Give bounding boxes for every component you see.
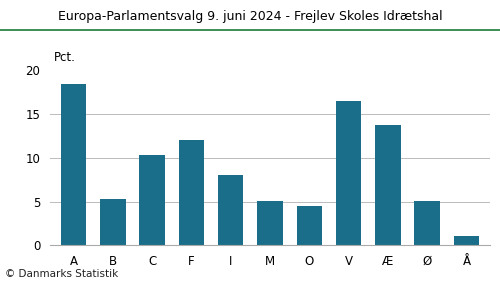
Bar — [61, 83, 86, 245]
Text: Europa-Parlamentsvalg 9. juni 2024 - Frejlev Skoles Idrætshal: Europa-Parlamentsvalg 9. juni 2024 - Fre… — [58, 10, 442, 23]
Bar — [100, 199, 126, 245]
Bar — [140, 155, 165, 245]
Text: Pct.: Pct. — [54, 50, 76, 63]
Bar — [257, 201, 283, 245]
Bar — [375, 125, 400, 245]
Text: © Danmarks Statistik: © Danmarks Statistik — [5, 269, 118, 279]
Bar — [454, 236, 479, 245]
Bar — [296, 206, 322, 245]
Bar — [178, 140, 204, 245]
Bar — [336, 101, 361, 245]
Bar — [218, 175, 244, 245]
Bar — [414, 201, 440, 245]
